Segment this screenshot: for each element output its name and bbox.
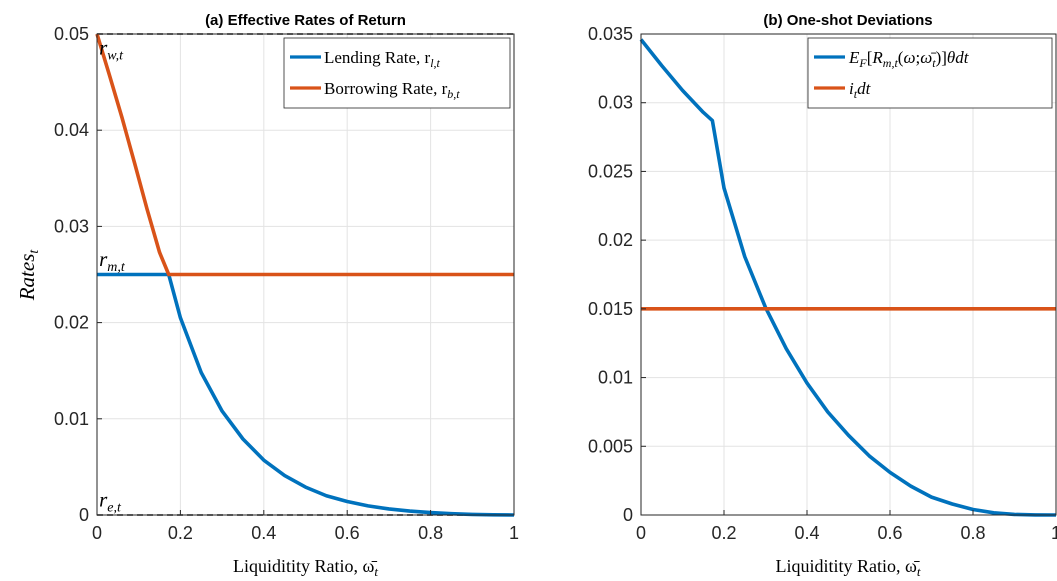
y-tick-label: 0.02 (598, 230, 633, 250)
deviation-close: )] (936, 48, 947, 67)
deviation-bracket-open: [ (867, 48, 873, 67)
y-tick-label: 0.025 (588, 161, 633, 181)
rate-annotation-symbol: r (99, 247, 108, 271)
x-tick-label: 0.4 (794, 523, 819, 543)
panel-b-x-axis-label-text: Liquiditity Ratio, ω̄ (776, 556, 920, 576)
panel-b-series (639, 38, 1057, 517)
rate-annotation-subscript: m,t (107, 260, 126, 275)
y-tick-label: 0.05 (54, 24, 89, 44)
borrowing-label-text: Borrowing Rate, r (324, 79, 448, 98)
rate-annotation-subscript: e,t (107, 501, 122, 516)
x-tick-label: 0.2 (711, 523, 736, 543)
series-line (639, 38, 1057, 517)
rate-annotation: rm,t (99, 247, 126, 275)
rate-annotation-symbol: r (99, 35, 108, 59)
x-tick-label: 1 (509, 523, 519, 543)
panel-a-chart: 0 0.2 0.4 0.6 0.8 1 00.010.020.030.040.05 rw,… (15, 12, 519, 579)
panel-a-x-axis-label: Liquiditity Ratio, ω̄t (233, 556, 378, 579)
y-tick-label: 0.04 (54, 120, 89, 140)
y-tick-label: 0.005 (588, 436, 633, 456)
y-tick-label: 0.03 (598, 93, 633, 113)
panel-b-title: (b) One-shot Deviations (763, 12, 932, 29)
y-tick-label: 0 (79, 505, 89, 525)
panel-b-x-ticks: 0 0.2 0.4 0.6 0.8 1 (636, 510, 1057, 543)
panel-a-y-axis-label-sub: t (27, 249, 42, 254)
panel-a-annotations: rw,trm,tre,t (99, 35, 126, 515)
rate-annotation-subscript: w,t (107, 48, 124, 63)
y-tick-label: 0 (623, 505, 633, 525)
borrowing-label-sub: b,t (447, 87, 460, 101)
deviation-F-sub: F (858, 56, 867, 70)
deviation-R: R (871, 48, 883, 67)
y-tick-label: 0.015 (588, 299, 633, 319)
idt-t-sub: t (854, 87, 858, 101)
panel-a-y-ticks: 0 0.01 0.02 0.03 0.04 0.05 (54, 24, 102, 525)
panel-b-legend-box (807, 37, 1053, 109)
lending-label-text: Lending Rate, r (324, 48, 431, 67)
panel-a-legend-lending-label: Lending Rate, rl,t (324, 48, 441, 70)
deviation-semicolon: ; (915, 48, 920, 67)
x-tick-label: 0 (636, 523, 646, 543)
deviation-t-sub: t (932, 56, 936, 70)
deviation-theta-dt: θdt (947, 48, 970, 67)
rate-annotation: re,t (99, 488, 122, 516)
series-line (97, 272, 515, 517)
deviation-paren-open: ( (898, 48, 904, 67)
x-tick-label: 0 (92, 523, 102, 543)
y-tick-label: 0.01 (598, 368, 633, 388)
panel-a-y-axis-label: Ratest (15, 249, 42, 302)
panel-a-title: (a) Effective Rates of Return (205, 12, 406, 29)
idt-i: i (849, 79, 854, 98)
panel-b-legend-deviation-label: EF[Rm,t(ω;ω̄t)]θdt (848, 48, 970, 70)
panel-b-axes-box (640, 33, 1057, 516)
panel-b-x-axis-label: Liquiditity Ratio, ω̄t (776, 556, 921, 579)
panel-b-y-ticks: 0 0.005 0.01 0.015 0.02 0.025 0.03 0.035 (588, 24, 646, 525)
x-tick-label: 1 (1051, 523, 1057, 543)
x-tick-label: 0.6 (877, 523, 902, 543)
x-tick-label: 0.2 (168, 523, 193, 543)
y-tick-label: 0.035 (588, 24, 633, 44)
panel-a-legend: Lending Rate, rl,t Borrowing Rate, rb,t (283, 37, 511, 109)
deviation-omega: ω (903, 48, 915, 67)
deviation-E: E (848, 48, 860, 67)
panel-b-chart: 0 0.2 0.4 0.6 0.8 1 00.0050.010.0150.020.0250… (588, 12, 1057, 579)
rate-annotation-symbol: r (99, 488, 108, 512)
panel-a-x-axis-label-sub: t (374, 564, 378, 579)
x-tick-label: 0.8 (418, 523, 443, 543)
x-tick-label: 0.8 (960, 523, 985, 543)
panel-a-legend-borrowing-label: Borrowing Rate, rb,t (324, 79, 460, 101)
panel-a-y-axis-label-text: Rates (15, 254, 39, 302)
y-tick-label: 0.02 (54, 313, 89, 333)
panel-b-legend-idt-label: itdt (849, 79, 872, 101)
deviation-mt-sub: m,t (883, 56, 899, 70)
y-tick-label: 0.03 (54, 216, 89, 236)
panel-b-x-axis-label-sub: t (917, 564, 921, 579)
panel-a-axes-box (96, 33, 515, 516)
panel-b-legend: EF[Rm,t(ω;ω̄t)]θdt itdt (807, 37, 1053, 109)
x-tick-label: 0.6 (335, 523, 360, 543)
y-tick-label: 0.01 (54, 409, 89, 429)
panel-a-legend-box (283, 37, 511, 109)
x-tick-label: 0.4 (251, 523, 276, 543)
idt-dt: dt (857, 79, 872, 98)
panel-a-series (95, 33, 515, 517)
panel-a-x-axis-label-text: Liquiditity Ratio, ω̄ (233, 556, 377, 576)
panel-a-x-ticks: 0 0.2 0.4 0.6 0.8 1 (92, 510, 519, 543)
series-line (95, 33, 514, 277)
rate-annotation: rw,t (99, 35, 124, 63)
lending-label-sub: l,t (430, 56, 440, 70)
